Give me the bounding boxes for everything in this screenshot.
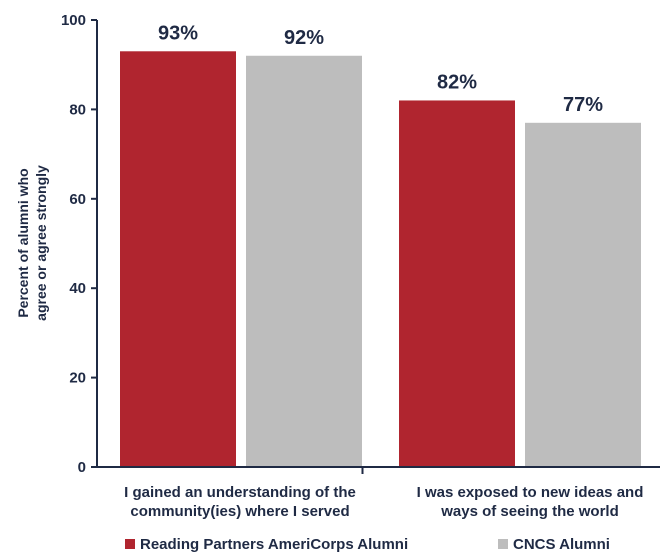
axes	[96, 20, 660, 474]
y-axis-title-line: agree or agree strongly	[33, 165, 49, 321]
y-tick-label: 40	[69, 280, 86, 297]
category-labels: I gained an understanding of the communit…	[124, 484, 643, 520]
bars	[120, 51, 641, 468]
data-label: 77%	[563, 94, 603, 116]
y-tick-label: 100	[61, 12, 86, 29]
y-tick-label: 0	[78, 459, 86, 476]
bar	[525, 122, 641, 467]
category-label-line: I gained an understanding of the	[124, 484, 356, 501]
y-axis-title: Percent of alumni who agree or agree stro…	[15, 165, 49, 321]
legend-label: CNCS Alumni	[513, 536, 610, 552]
y-tick-label: 20	[69, 370, 86, 387]
legend-swatch	[498, 539, 508, 549]
data-label: 92%	[284, 27, 324, 49]
bar	[246, 55, 362, 467]
data-label: 93%	[158, 22, 198, 44]
data-label: 82%	[437, 71, 477, 93]
category-label-line: ways of seeing the world	[440, 503, 619, 520]
y-axis-title-text: Percent of alumni who agree or agree stro…	[15, 165, 49, 321]
category-label: I was exposed to new ideas and ways of se…	[417, 484, 644, 520]
category-label-line: I was exposed to new ideas and	[417, 484, 644, 501]
legend-label: Reading Partners AmeriCorps Alumni	[140, 536, 408, 552]
y-tick-label: 80	[69, 101, 86, 118]
y-axis-ticks: 0 20 40 60 80 100	[61, 12, 97, 476]
bar	[120, 51, 236, 467]
y-tick-label: 60	[69, 191, 86, 208]
y-axis-title-line: Percent of alumni who	[15, 168, 31, 317]
data-labels: 93% 82% 92% 77%	[158, 22, 603, 116]
category-label: I gained an understanding of the communit…	[124, 484, 356, 520]
category-label-line: community(ies) where I served	[130, 503, 349, 520]
bar	[399, 100, 515, 468]
legend: Reading Partners AmeriCorps Alumni CNCS A…	[125, 536, 610, 553]
legend-swatch	[125, 539, 135, 549]
